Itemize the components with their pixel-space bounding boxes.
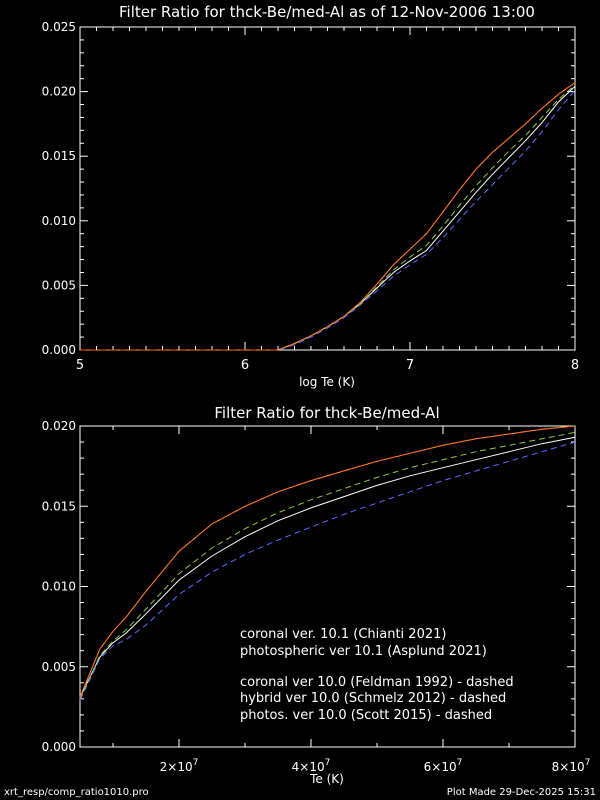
top-x-axis-label: log Te (K) <box>299 375 355 389</box>
top-chart-title: Filter Ratio for thck-Be/med-Al as of 12… <box>119 3 535 21</box>
top-series <box>80 82 576 351</box>
y-tick-label: 0.005 <box>42 660 76 674</box>
y-tick-label: 0.020 <box>42 85 76 99</box>
legend-entry-hybrid-10-0: hybrid ver 10.0 (Schmelz 2012) - dashed <box>240 691 506 706</box>
x-tick-label: 8×107 <box>552 758 591 774</box>
y-tick-label: 0.020 <box>42 419 76 433</box>
series-line-1 <box>79 436 576 698</box>
y-tick-label: 0.010 <box>42 214 76 228</box>
legend-entry-photospheric-10-1: photospheric ver 10.1 (Asplund 2021) <box>240 644 487 659</box>
series-line-3 <box>79 441 576 701</box>
y-tick-label: 0.000 <box>42 343 76 357</box>
series-line-5 <box>79 425 576 698</box>
x-tick-label: 8 <box>571 358 579 373</box>
legend-entry-coronal-10-1: coronal ver. 10.1 (Chianti 2021) <box>240 627 446 642</box>
x-tick-label: 2×107 <box>160 758 199 774</box>
legend: coronal ver. 10.1 (Chianti 2021) photosp… <box>240 627 514 723</box>
footer-source: xrt_resp/comp_ratio1010.pro <box>4 787 149 798</box>
bottom-chart-title: Filter Ratio for thck-Be/med-Al <box>214 404 439 422</box>
y-tick-label: 0.005 <box>42 278 76 292</box>
series-line-4 <box>79 431 576 700</box>
series-line-5 <box>80 82 576 351</box>
bottom-ticks: 0.000 0.005 0.010 0.015 0.020 2×107 4×107 6×107… <box>42 419 591 774</box>
top-chart: Filter Ratio for thck-Be/med-Al as of 12… <box>42 3 580 389</box>
y-tick-label: 0.015 <box>42 499 76 513</box>
y-tick-label: 0.015 <box>42 149 76 163</box>
x-tick-label: 6 <box>241 358 249 373</box>
x-tick-label: 7 <box>406 358 414 373</box>
series-line-3 <box>80 89 576 351</box>
bottom-chart: Filter Ratio for thck-Be/med-Al 0.0000.0… <box>42 404 591 786</box>
x-tick-label: 4×107 <box>292 758 331 774</box>
series-line-4 <box>80 84 576 351</box>
legend-entry-photos-10-0: photos. ver 10.0 (Scott 2015) - dashed <box>240 708 492 723</box>
top-ticks: 0.000 0.005 0.010 0.015 0.020 0.025 5 6 7 8 <box>42 20 580 373</box>
x-tick-label: 5 <box>76 358 84 373</box>
legend-entry-coronal-10-0: coronal ver 10.0 (Feldman 1992) - dashed <box>240 675 514 690</box>
series-line-1 <box>80 86 576 351</box>
footer-date: Plot Made 29-Dec-2025 15:31 <box>447 787 596 798</box>
y-tick-label: 0.025 <box>42 20 76 34</box>
y-tick-label: 0.000 <box>42 740 76 754</box>
x-tick-label: 6×107 <box>424 758 463 774</box>
series-line-2 <box>80 82 576 351</box>
top-plot-frame <box>79 26 576 351</box>
bottom-x-axis-label: Te (K) <box>309 772 344 786</box>
bottom-series <box>79 425 576 701</box>
y-tick-label: 0.010 <box>42 580 76 594</box>
